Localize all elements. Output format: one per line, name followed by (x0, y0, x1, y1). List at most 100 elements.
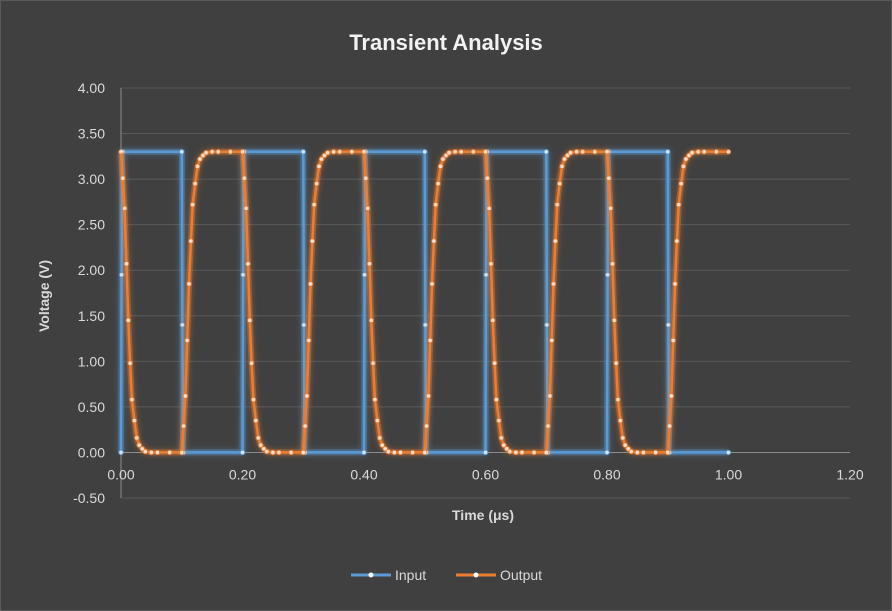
legend-item-output: Output (456, 567, 542, 583)
legend-item-input: Input (351, 567, 426, 583)
x-tick-label: 1.20 (836, 466, 863, 482)
data-point (179, 322, 185, 328)
data-point (182, 393, 188, 399)
data-point (665, 149, 671, 155)
data-point (397, 449, 404, 456)
chart-title: Transient Analysis (349, 30, 543, 55)
data-point (605, 272, 611, 278)
data-point (431, 238, 437, 244)
data-point (331, 149, 337, 155)
data-point (258, 442, 264, 448)
data-point (501, 442, 507, 448)
data-point (136, 442, 142, 448)
data-point (437, 163, 444, 169)
y-tick-label: 3.00 (78, 171, 105, 187)
data-point (604, 149, 610, 155)
data-point (695, 149, 701, 155)
data-point (314, 181, 320, 187)
data-point (482, 149, 489, 155)
y-axis-title: Voltage (V) (36, 260, 52, 332)
data-point (666, 423, 673, 429)
y-tick-label: 0.00 (78, 444, 105, 460)
data-point (427, 337, 433, 343)
data-point (409, 449, 416, 456)
data-point (148, 449, 154, 456)
data-point (513, 449, 519, 456)
data-point (362, 272, 368, 278)
data-point (482, 449, 489, 456)
data-point (300, 149, 306, 155)
data-point (545, 423, 551, 429)
data-point (247, 317, 253, 323)
y-tick-label: -0.50 (73, 490, 105, 506)
data-point (379, 442, 385, 448)
data-point (134, 435, 140, 441)
x-tick-label: 0.40 (350, 466, 377, 482)
data-point (188, 238, 194, 244)
data-point (337, 149, 343, 155)
data-point (483, 272, 489, 278)
data-point (239, 149, 246, 155)
data-point (674, 238, 680, 244)
data-point (255, 435, 261, 441)
data-point (129, 396, 135, 403)
data-point (429, 281, 435, 287)
data-point (264, 448, 270, 455)
data-point (725, 449, 732, 456)
data-point (498, 435, 504, 441)
data-point (561, 156, 568, 162)
data-point (634, 449, 640, 456)
data-point (203, 150, 209, 156)
data-point (154, 449, 161, 456)
data-point (372, 396, 378, 403)
data-point (120, 175, 126, 181)
data-point (324, 150, 331, 156)
data-point (490, 317, 496, 323)
data-point (241, 175, 247, 181)
data-point (486, 205, 492, 211)
data-point (142, 448, 148, 455)
series-output (118, 148, 732, 456)
data-point (377, 435, 383, 441)
y-tick-label: 3.50 (78, 126, 105, 142)
data-point (270, 449, 276, 456)
data-point (253, 417, 259, 424)
y-tick-label: 0.50 (78, 399, 105, 415)
data-point (701, 149, 707, 155)
data-point (318, 156, 325, 162)
data-point (440, 156, 446, 162)
data-point (239, 449, 246, 456)
data-point (507, 448, 513, 455)
data-point (615, 396, 621, 403)
data-point (374, 417, 380, 424)
data-point (197, 156, 203, 162)
data-point (304, 393, 310, 399)
data-point (227, 149, 233, 155)
legend: Input Output (351, 567, 542, 583)
legend-marker (473, 572, 479, 578)
data-point (689, 150, 695, 156)
data-point (665, 322, 671, 328)
data-point (622, 442, 628, 448)
data-point (554, 202, 560, 208)
data-point (422, 149, 428, 155)
data-point (209, 149, 215, 155)
data-point (640, 449, 647, 456)
data-point (665, 449, 671, 456)
data-point (361, 449, 367, 456)
data-point (628, 448, 634, 455)
y-tick-label: 1.50 (78, 308, 105, 324)
y-tick-label: 1.00 (78, 353, 105, 369)
data-point (617, 417, 623, 424)
data-point (678, 181, 684, 187)
data-point (167, 449, 173, 456)
data-point (620, 435, 626, 441)
data-point (493, 396, 500, 403)
data-point (611, 317, 617, 323)
data-point (366, 261, 373, 267)
data-point (683, 156, 689, 162)
data-point (179, 449, 185, 456)
data-point (311, 202, 317, 208)
data-point (215, 149, 221, 155)
data-point (713, 149, 719, 155)
